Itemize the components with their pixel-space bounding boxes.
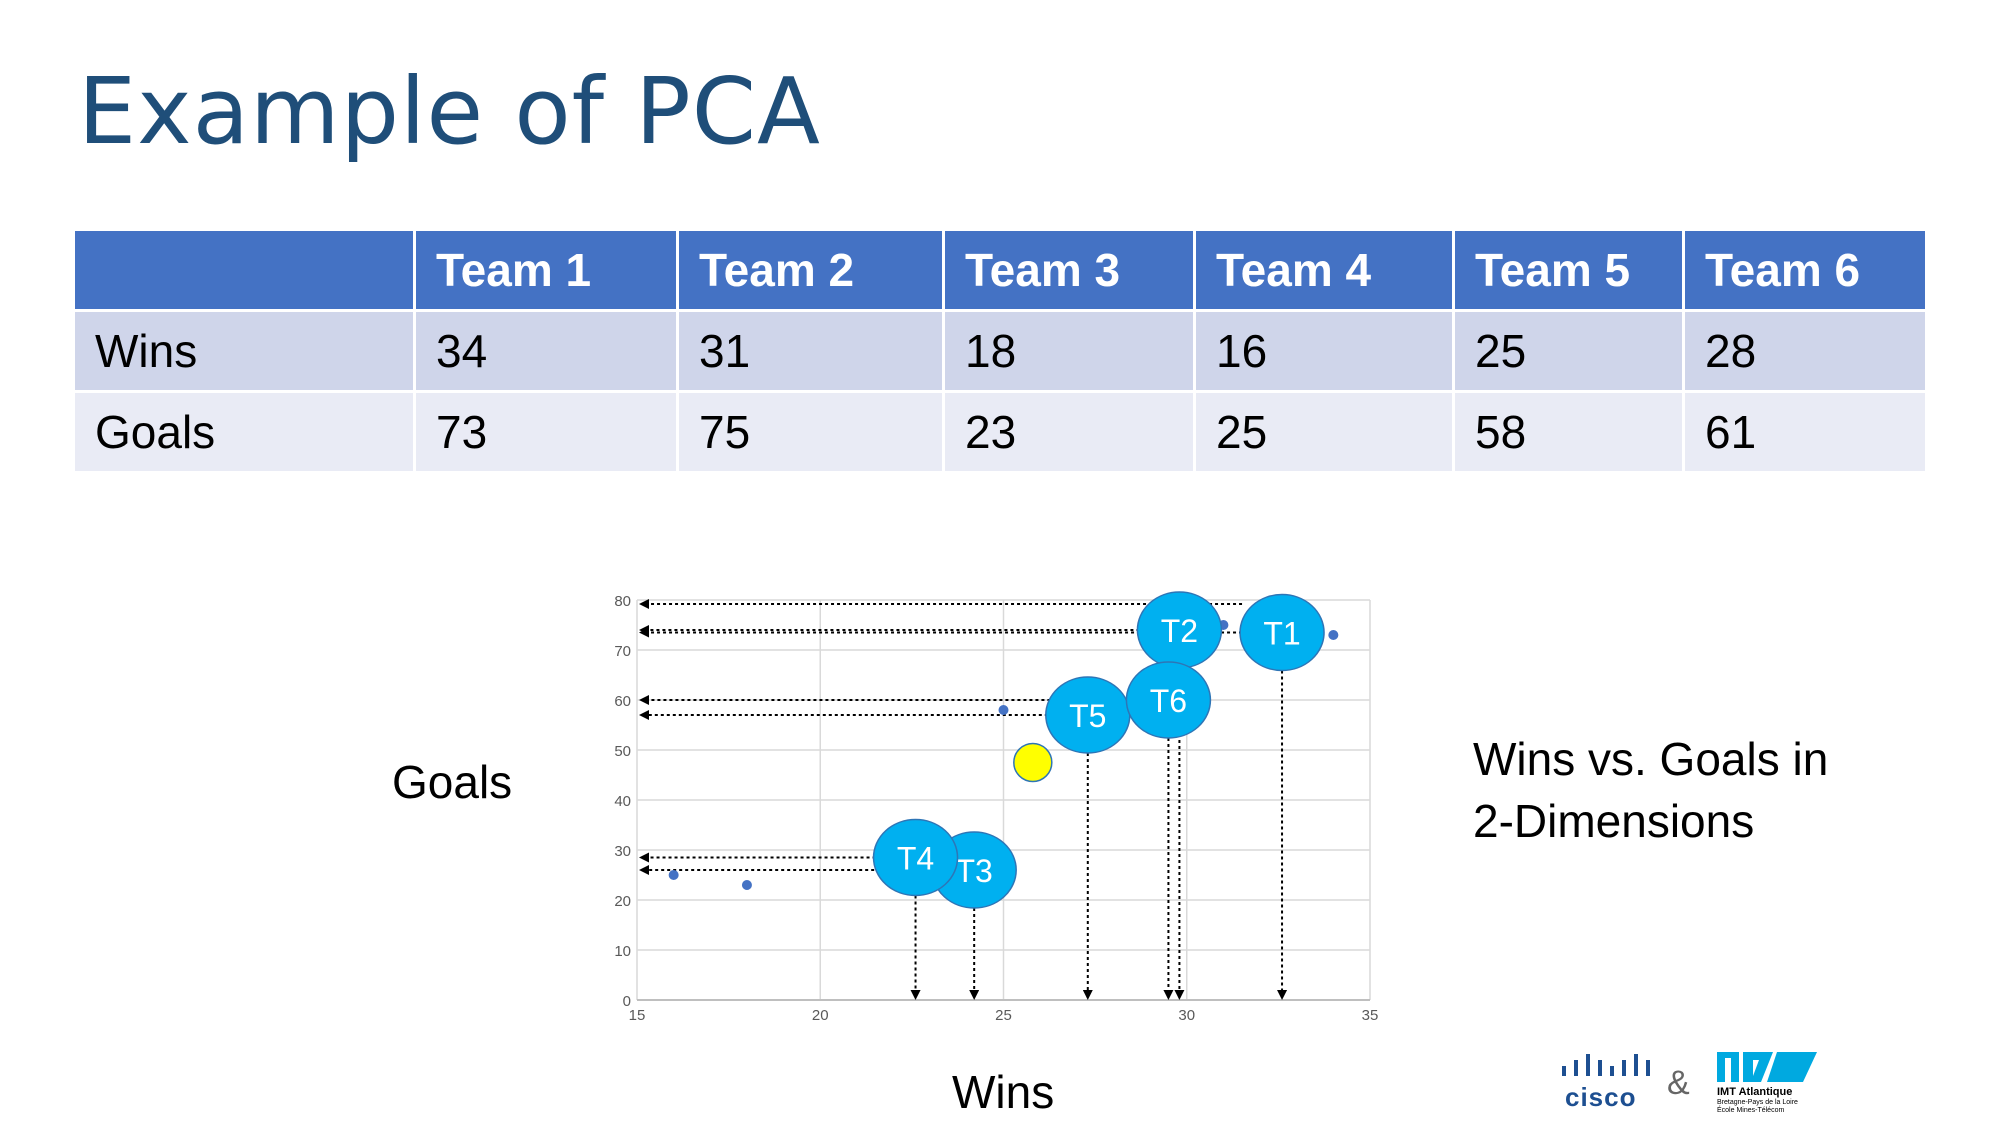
table-cell: 25 xyxy=(1196,393,1452,471)
data-point xyxy=(998,705,1009,715)
imt-subtitle: Bretagne-Pays de la Loire École Mines-Té… xyxy=(1717,1099,1798,1115)
team-marker-label: T5 xyxy=(1069,698,1106,734)
table-cell: 31 xyxy=(679,312,942,390)
team-markers: T1 T2 T3 T4 T5 T6 xyxy=(872,591,1325,909)
y-tick-label: 10 xyxy=(614,943,631,960)
mean-point xyxy=(1013,742,1053,783)
x-tick-label: 15 xyxy=(629,1007,646,1024)
y-tick-label: 60 xyxy=(614,693,631,710)
caption-line: Wins vs. Goals in xyxy=(1473,733,1829,785)
footer-logos: cisco & IMT Atlantique Bretagne-Pays de … xyxy=(1555,1052,1825,1114)
chart-grid: 0 10 20 30 40 50 60 70 80 15 20 25 30 35 xyxy=(614,593,1378,1024)
team-marker-label: T1 xyxy=(1263,616,1300,652)
team-marker-label: T3 xyxy=(956,853,993,889)
y-tick-label: 70 xyxy=(614,643,631,660)
team-marker-label: T6 xyxy=(1150,683,1187,719)
table-cell: 18 xyxy=(945,312,1193,390)
team-marker-label: T4 xyxy=(897,841,934,877)
table-header-cell xyxy=(75,231,413,309)
table-row: Goals 73 75 23 25 58 61 xyxy=(75,393,1925,471)
table-cell: 58 xyxy=(1455,393,1682,471)
x-axis-title: Wins xyxy=(952,1066,1055,1118)
table-header-cell: Team 4 xyxy=(1196,231,1452,309)
x-tick-label: 25 xyxy=(995,1007,1012,1024)
table-header-cell: Team 1 xyxy=(416,231,676,309)
table-row: Wins 34 31 18 16 25 28 xyxy=(75,312,1925,390)
data-points xyxy=(668,620,1339,890)
table-cell: 28 xyxy=(1685,312,1925,390)
y-tick-label: 50 xyxy=(614,743,631,760)
table-cell: 73 xyxy=(416,393,676,471)
team-marker xyxy=(1125,661,1212,739)
table-cell: 34 xyxy=(416,312,676,390)
imt-subtitle-line: École Mines-Télécom xyxy=(1717,1107,1785,1114)
table-cell: 75 xyxy=(679,393,942,471)
chart-caption: Wins vs. Goals in 2-Dimensions xyxy=(1473,728,1873,852)
y-tick-label: 20 xyxy=(614,893,631,910)
ampersand: & xyxy=(1667,1064,1690,1102)
cisco-logo-icon xyxy=(1562,1054,1650,1076)
y-tick-label: 40 xyxy=(614,793,631,810)
table-cell: 25 xyxy=(1455,312,1682,390)
table-cell: 61 xyxy=(1685,393,1925,471)
caption-line: 2-Dimensions xyxy=(1473,795,1755,847)
imt-subtitle-line: Bretagne-Pays de la Loire xyxy=(1717,1099,1798,1106)
table-header-cell: Team 2 xyxy=(679,231,942,309)
table-cell: 23 xyxy=(945,393,1193,471)
stats-table: Team 1 Team 2 Team 3 Team 4 Team 5 Team … xyxy=(72,228,1928,474)
imt-name: IMT Atlantique xyxy=(1717,1086,1793,1098)
table-cell: 16 xyxy=(1196,312,1452,390)
cisco-wordmark: cisco xyxy=(1565,1082,1637,1112)
y-tick-label: 80 xyxy=(614,593,631,610)
team-marker xyxy=(1239,593,1325,672)
table-header-cell: Team 6 xyxy=(1685,231,1925,309)
row-label: Goals xyxy=(75,393,413,471)
y-tick-label: 30 xyxy=(614,843,631,860)
y-tick-label: 0 xyxy=(623,993,631,1010)
x-tick-label: 30 xyxy=(1178,1007,1195,1024)
y-axis-title: Goals xyxy=(392,756,513,808)
x-tick-label: 20 xyxy=(812,1007,829,1024)
data-point xyxy=(1328,630,1339,640)
row-label: Wins xyxy=(75,312,413,390)
team-marker-label: T2 xyxy=(1161,613,1198,649)
data-point xyxy=(741,880,752,890)
team-marker xyxy=(872,818,959,897)
table-header-cell: Team 5 xyxy=(1455,231,1682,309)
table-header-cell: Team 3 xyxy=(945,231,1193,309)
x-tick-label: 35 xyxy=(1362,1007,1379,1024)
slide-title: Example of PCA xyxy=(78,58,821,165)
table-header-row: Team 1 Team 2 Team 3 Team 4 Team 5 Team … xyxy=(75,231,1925,309)
data-point xyxy=(668,870,679,880)
imt-logo-icon xyxy=(1717,1052,1817,1082)
